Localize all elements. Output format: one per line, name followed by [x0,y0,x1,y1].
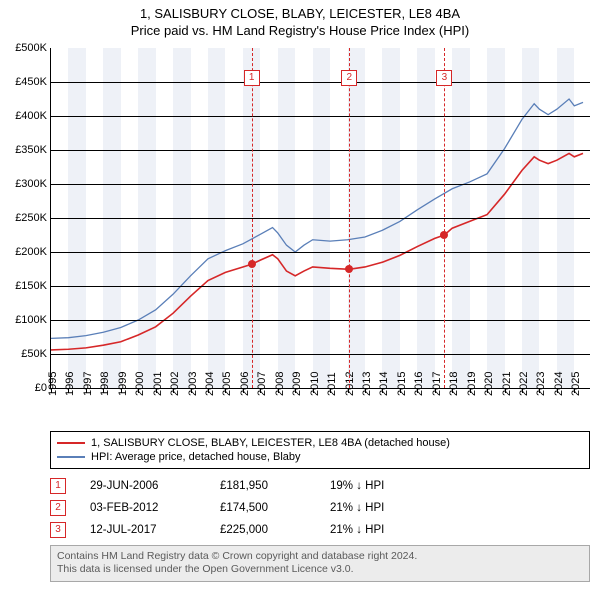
xtick-label: 2005 [221,371,233,395]
marker-dot [248,260,256,268]
xtick-label: 2020 [483,371,495,395]
ytick-label: £50K [21,348,51,360]
ytick-label: £300K [15,178,51,190]
marker-number-box: 3 [436,70,452,86]
marker-vline [252,48,253,388]
legend-label: HPI: Average price, detached house, Blab… [91,451,301,463]
xtick-label: 1998 [99,371,111,395]
xtick-label: 2003 [187,371,199,395]
ytick-label: £100K [15,314,51,326]
gridline-h [51,116,590,117]
ytick-label: £200K [15,246,51,258]
gridline-h [51,184,590,185]
gridline-h [51,320,590,321]
ytick-label: £350K [15,144,51,156]
marker-dot [345,265,353,273]
xtick-label: 2023 [535,371,547,395]
xtick-label: 2009 [291,371,303,395]
gridline-h [51,354,590,355]
xtick-label: 2001 [152,371,164,395]
title-line-1: 1, SALISBURY CLOSE, BLABY, LEICESTER, LE… [0,6,600,23]
xtick-label: 2021 [501,371,513,395]
xtick-label: 2004 [204,371,216,395]
xtick-label: 2014 [378,371,390,395]
legend-label: 1, SALISBURY CLOSE, BLABY, LEICESTER, LE… [91,437,450,449]
xtick-label: 2019 [466,371,478,395]
xtick-label: 2000 [134,371,146,395]
marker-dot [440,231,448,239]
sales-diff: 21% ↓ HPI [330,502,384,514]
xtick-label: 1999 [117,371,129,395]
sales-marker-box: 2 [50,500,66,516]
xtick-label: 1996 [64,371,76,395]
sales-row: 1 29-JUN-2006 £181,950 19% ↓ HPI [50,475,590,497]
ytick-label: £400K [15,110,51,122]
sales-price: £225,000 [220,524,330,536]
legend-item: HPI: Average price, detached house, Blab… [57,450,583,464]
marker-number-box: 2 [341,70,357,86]
gridline-h [51,218,590,219]
xtick-label: 2006 [239,371,251,395]
sales-row: 2 03-FEB-2012 £174,500 21% ↓ HPI [50,497,590,519]
chart-container: 1, SALISBURY CLOSE, BLABY, LEICESTER, LE… [0,0,600,582]
legend-item: 1, SALISBURY CLOSE, BLABY, LEICESTER, LE… [57,436,583,450]
sales-row: 3 12-JUL-2017 £225,000 21% ↓ HPI [50,519,590,541]
sales-marker-box: 3 [50,522,66,538]
sales-diff: 21% ↓ HPI [330,524,384,536]
xtick-label: 2015 [396,371,408,395]
xtick-label: 2010 [309,371,321,395]
marker-vline [349,48,350,388]
xtick-label: 2024 [553,371,565,395]
gridline-h [51,252,590,253]
sales-date: 12-JUL-2017 [90,524,220,536]
gridline-h [51,286,590,287]
footer-line: Contains HM Land Registry data © Crown c… [57,550,583,564]
ytick-label: £150K [15,280,51,292]
plot-area: £0£50K£100K£150K£200K£250K£300K£350K£400… [50,48,590,389]
ytick-label: £500K [15,42,51,54]
sales-diff: 19% ↓ HPI [330,480,384,492]
xtick-label: 2018 [448,371,460,395]
sales-price: £174,500 [220,502,330,514]
xtick-label: 2025 [570,371,582,395]
gridline-h [51,150,590,151]
xtick-label: 2011 [326,372,338,396]
legend-swatch [57,442,85,444]
xtick-label: 2008 [274,371,286,395]
ytick-label: £450K [15,76,51,88]
sales-marker-box: 1 [50,478,66,494]
xtick-label: 1995 [47,371,59,395]
xtick-label: 1997 [82,371,94,395]
ytick-label: £250K [15,212,51,224]
legend: 1, SALISBURY CLOSE, BLABY, LEICESTER, LE… [50,431,590,469]
marker-vline [444,48,445,388]
legend-swatch [57,456,85,458]
footer-attribution: Contains HM Land Registry data © Crown c… [50,545,590,582]
sales-table: 1 29-JUN-2006 £181,950 19% ↓ HPI 2 03-FE… [50,475,590,541]
sales-date: 29-JUN-2006 [90,480,220,492]
chart-titles: 1, SALISBURY CLOSE, BLABY, LEICESTER, LE… [0,0,600,40]
sales-price: £181,950 [220,480,330,492]
marker-number-box: 1 [244,70,260,86]
xtick-label: 2017 [431,371,443,395]
sales-date: 03-FEB-2012 [90,502,220,514]
gridline-h [51,82,590,83]
xtick-label: 2002 [169,371,181,395]
xtick-label: 2013 [361,371,373,395]
xtick-label: 2007 [256,371,268,395]
xtick-label: 2016 [413,371,425,395]
xtick-label: 2022 [518,371,530,395]
title-line-2: Price paid vs. HM Land Registry's House … [0,23,600,40]
footer-line: This data is licensed under the Open Gov… [57,563,583,577]
